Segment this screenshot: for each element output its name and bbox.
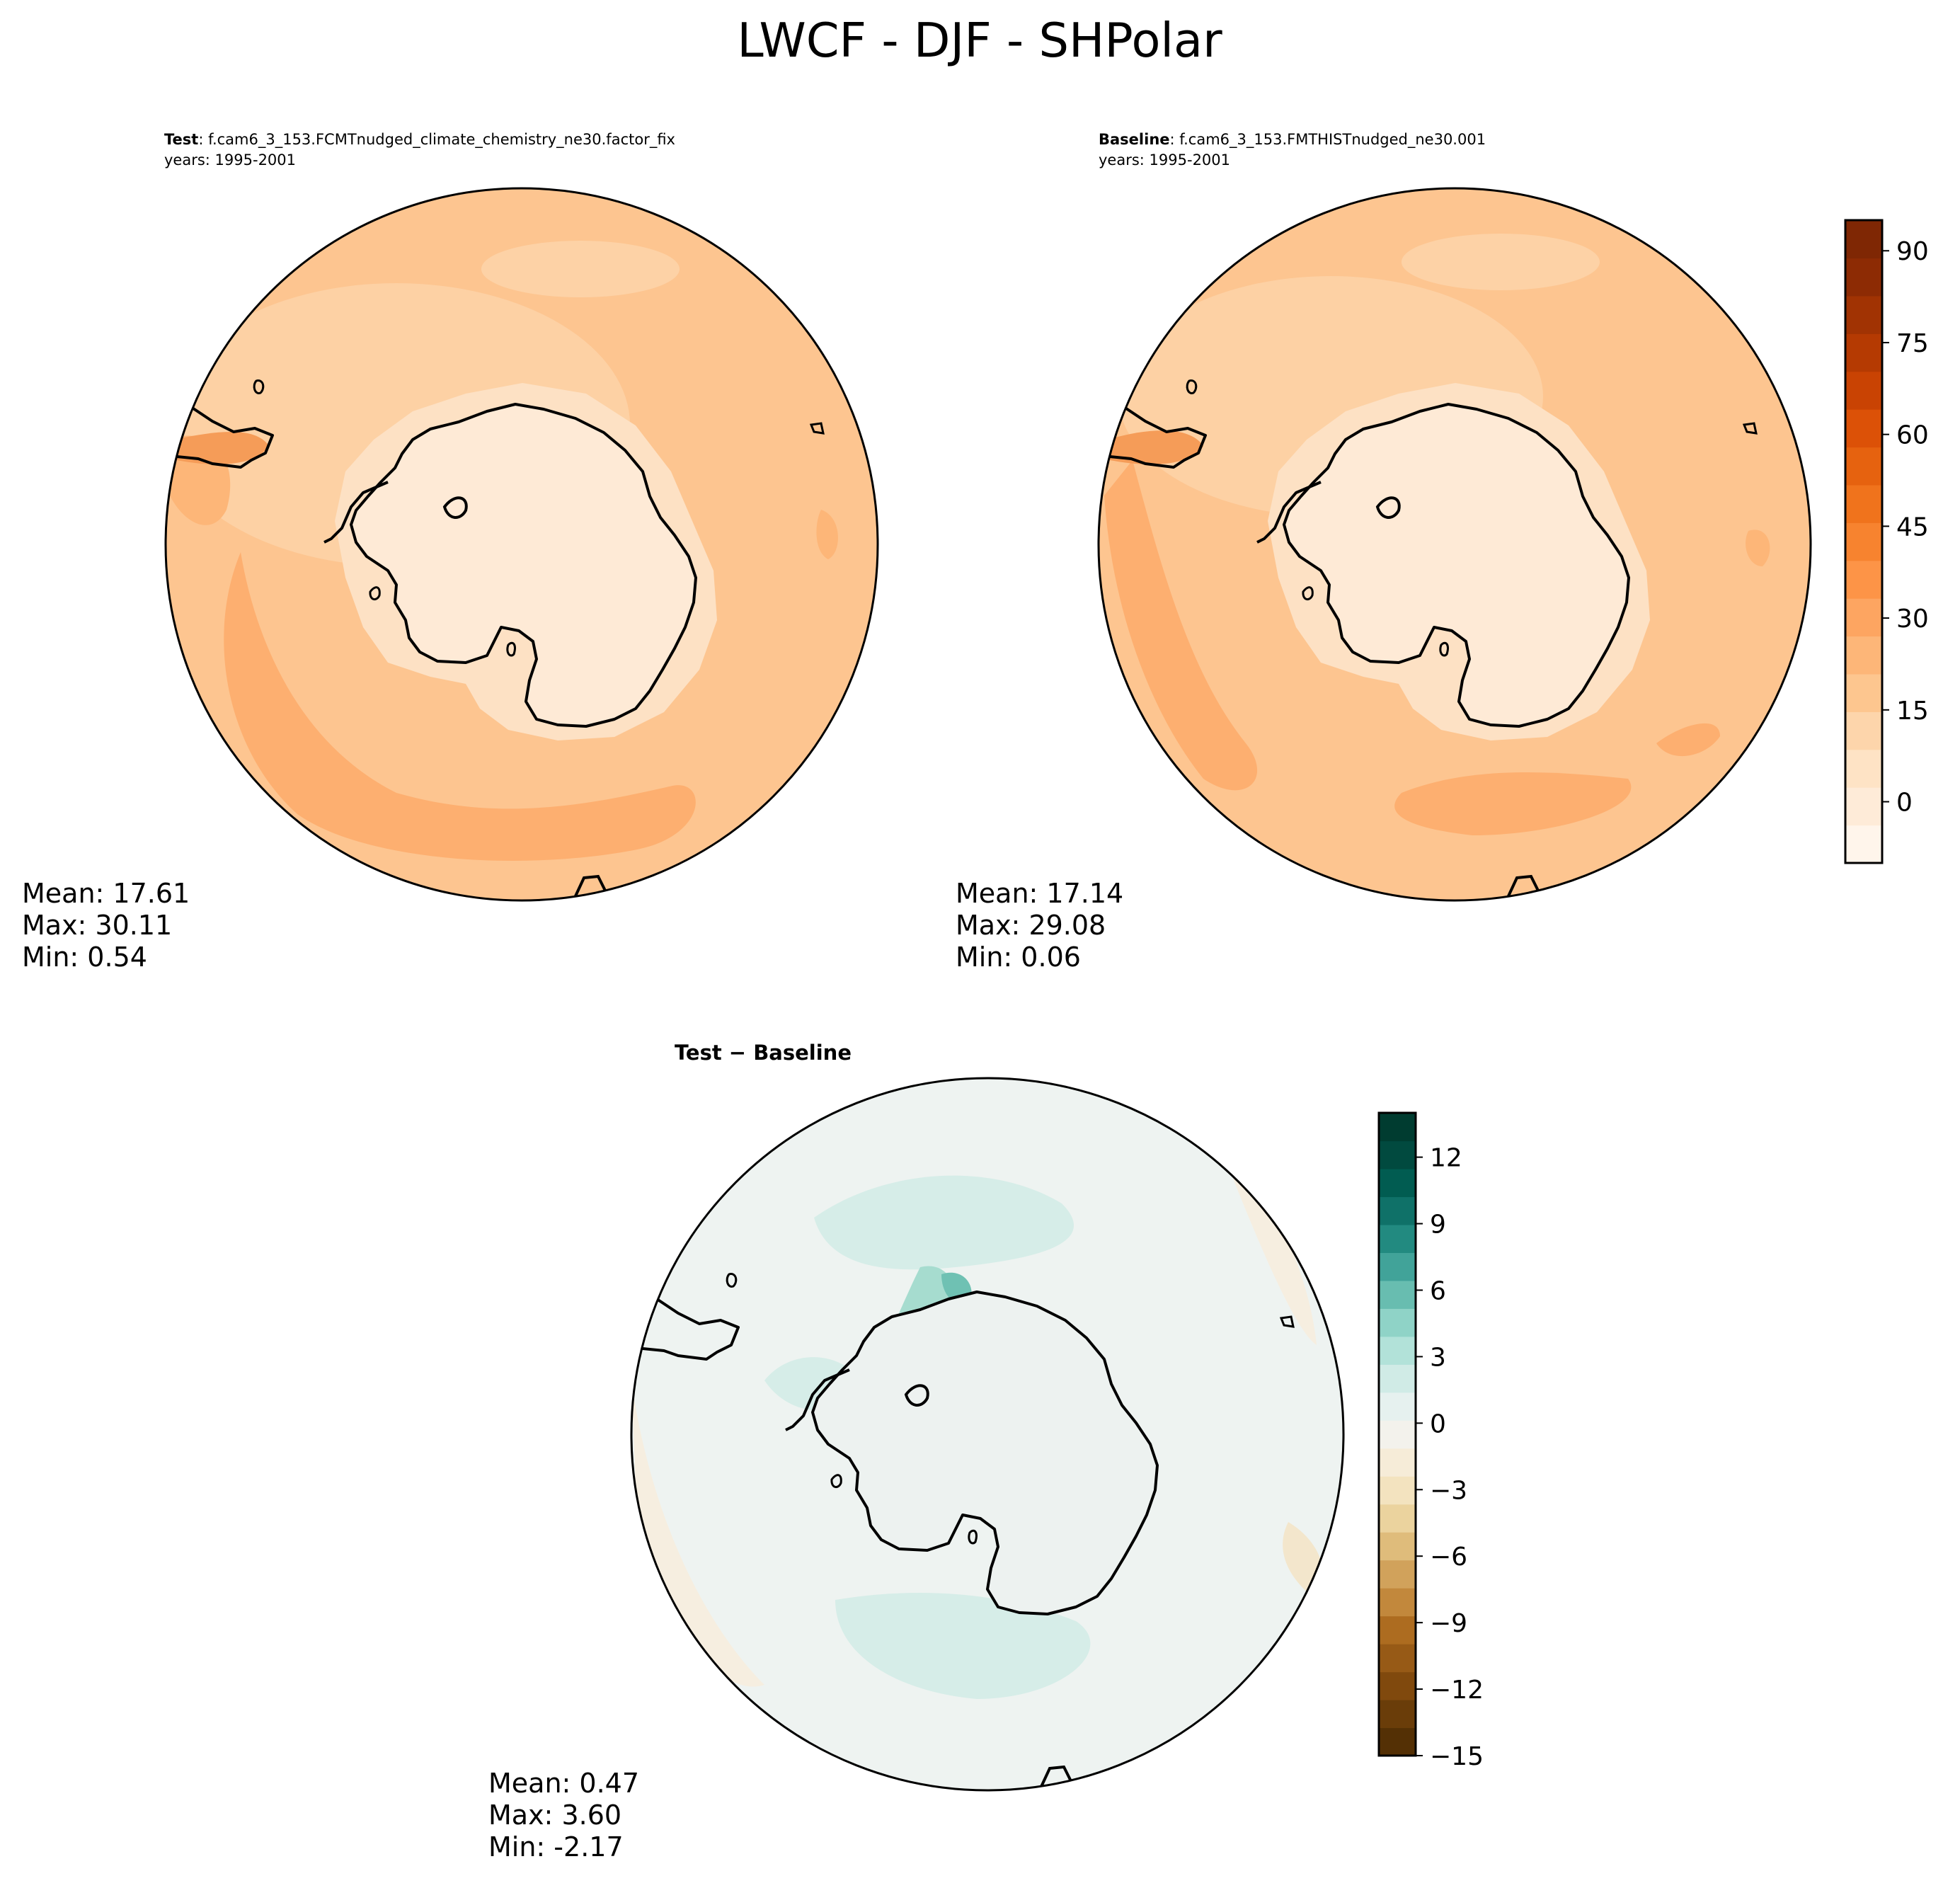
colorbar-absolute-tick-label: 30 <box>1896 605 1929 634</box>
colorbar-difference-tick-label: −12 <box>1430 1676 1484 1705</box>
colorbar-absolute-tick-label: 45 <box>1896 513 1929 542</box>
colorbar-absolute-segment <box>1845 220 1882 259</box>
colorbar-absolute-tick-label: 60 <box>1896 421 1929 450</box>
panel-baseline-map <box>1099 188 1811 900</box>
panel-baseline: Baseline: f.cam6_3_153.FMTHISTnudged_ne3… <box>956 131 1812 973</box>
colorbar-difference-segment <box>1379 1280 1416 1309</box>
colorbar-difference-segment <box>1379 1504 1416 1533</box>
colorbar-difference-segment <box>1379 1336 1416 1365</box>
colorbar-difference-segment <box>1379 1113 1416 1142</box>
colorbar-absolute-frame <box>1844 219 1884 864</box>
colorbar-difference-segment <box>1379 1308 1416 1337</box>
colorbar-difference-segment <box>1379 1700 1416 1729</box>
colorbar-difference-segment <box>1379 1420 1416 1449</box>
colorbar-absolute: 0 15 30 45 60 75 90 <box>1844 219 1929 864</box>
panel-diff-min: Min: -2.17 <box>488 1831 624 1863</box>
colorbar-absolute-tick-label: 75 <box>1896 329 1929 358</box>
colorbar-absolute-segment <box>1845 333 1882 372</box>
colorbar-absolute-segment <box>1845 409 1882 448</box>
colorbar-difference: −15 −12 −9 −6 −3 0 3 6 9 12 <box>1377 1111 1484 1771</box>
panel-test-boundary <box>164 187 879 902</box>
colorbar-difference-segment <box>1379 1196 1416 1225</box>
colorbar-absolute-segment <box>1845 447 1882 486</box>
colorbar-difference-segment <box>1379 1671 1416 1700</box>
panel-test-min: Min: 0.54 <box>22 942 147 973</box>
panel-test-label: Test: f.cam6_3_153.FCMTnudged_climate_ch… <box>164 131 675 149</box>
colorbar-difference-segment <box>1379 1727 1416 1756</box>
colorbar-difference-segment <box>1379 1560 1416 1589</box>
colorbar-difference-segment <box>1379 1168 1416 1198</box>
panel-baseline-label-bold: Baseline <box>1099 131 1170 148</box>
panel-test-max: Max: 30.11 <box>22 910 172 941</box>
colorbar-difference-segment <box>1379 1644 1416 1673</box>
panel-diff: Test − Baseline Mean: 0.47 Max: 3.60 <box>488 1041 1345 1863</box>
panel-test: Test: f.cam6_3_153.FCMTnudged_climate_ch… <box>22 131 879 973</box>
colorbar-difference-segment <box>1379 1364 1416 1393</box>
colorbar-absolute-tick-label: 15 <box>1896 697 1929 726</box>
colorbar-absolute-segment <box>1845 787 1882 826</box>
panel-baseline-boundary <box>1097 187 1812 902</box>
panel-test-map <box>166 188 878 900</box>
panel-baseline-years: years: 1995-2001 <box>1099 151 1230 168</box>
panel-test-label-bold: Test <box>164 131 198 148</box>
colorbar-absolute-segment <box>1845 636 1882 675</box>
colorbar-absolute-segment <box>1845 371 1882 410</box>
colorbar-difference-segment <box>1379 1140 1416 1169</box>
colorbar-difference-tick-label: 12 <box>1430 1144 1462 1173</box>
figure-title: LWCF - DJF - SHPolar <box>737 13 1222 68</box>
panel-test-label-rest: : f.cam6_3_153.FCMTnudged_climate_chemis… <box>198 131 675 149</box>
colorbar-absolute-segment <box>1845 560 1882 599</box>
colorbar-difference-tick-label: −15 <box>1430 1742 1484 1771</box>
colorbar-difference-segment <box>1379 1532 1416 1561</box>
panel-baseline-mean: Mean: 17.14 <box>956 878 1123 909</box>
panel-baseline-max: Max: 29.08 <box>956 910 1106 941</box>
panel-baseline-label-rest: : f.cam6_3_153.FMTHISTnudged_ne30.001 <box>1170 131 1486 149</box>
colorbar-difference-tick-label: 0 <box>1430 1409 1446 1438</box>
panel-diff-map <box>631 1078 1343 1790</box>
colorbar-difference-tick-label: 3 <box>1430 1343 1446 1372</box>
colorbar-difference-segment <box>1379 1224 1416 1253</box>
panel-diff-boundary <box>630 1077 1345 1792</box>
panel-baseline-label: Baseline: f.cam6_3_153.FMTHISTnudged_ne3… <box>1099 131 1486 149</box>
panel-diff-label: Test − Baseline <box>675 1041 852 1065</box>
colorbar-absolute-segment <box>1845 522 1882 561</box>
colorbar-difference-tick-label: 6 <box>1430 1276 1446 1305</box>
colorbar-absolute-segment <box>1845 825 1882 864</box>
colorbar-difference-frame <box>1377 1111 1417 1757</box>
colorbar-absolute-segment <box>1845 598 1882 637</box>
colorbar-absolute-segment <box>1845 673 1882 712</box>
colorbar-difference-segment <box>1379 1615 1416 1644</box>
colorbar-absolute-segment <box>1845 749 1882 788</box>
colorbar-absolute-segment <box>1845 258 1882 297</box>
colorbar-absolute-segment <box>1845 711 1882 750</box>
colorbar-difference-tick-label: −3 <box>1430 1476 1467 1505</box>
panel-test-years: years: 1995-2001 <box>164 151 296 168</box>
colorbar-difference-segment <box>1379 1252 1416 1281</box>
panel-baseline-min: Min: 0.06 <box>956 942 1081 973</box>
panel-diff-mean: Mean: 0.47 <box>488 1768 639 1799</box>
colorbar-difference-tick-label: −9 <box>1430 1609 1467 1638</box>
colorbar-difference-tick-label: 9 <box>1430 1211 1446 1240</box>
colorbar-difference-segment <box>1379 1476 1416 1505</box>
panel-test-mean: Mean: 17.61 <box>22 878 190 909</box>
colorbar-difference-tick-label: −6 <box>1430 1543 1467 1572</box>
colorbar-absolute-tick-label: 90 <box>1896 237 1929 266</box>
panel-diff-max: Max: 3.60 <box>488 1800 621 1831</box>
colorbar-difference-segment <box>1379 1448 1416 1477</box>
colorbar-absolute-segment <box>1845 295 1882 334</box>
colorbar-absolute-segment <box>1845 484 1882 523</box>
colorbar-difference-segment <box>1379 1588 1416 1617</box>
colorbar-absolute-tick-label: 0 <box>1896 789 1913 818</box>
colorbar-difference-segment <box>1379 1392 1416 1421</box>
